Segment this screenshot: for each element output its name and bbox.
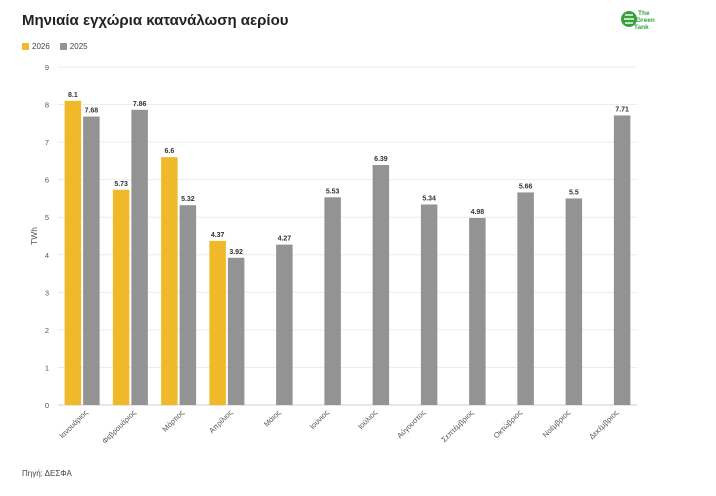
data-label-2026: 6.6 [165, 148, 175, 155]
legend-item-2026[interactable]: 2026 [22, 42, 50, 51]
y-tick-label: 2 [45, 326, 49, 335]
y-tick-label: 8 [45, 101, 49, 110]
svg-text:The: The [638, 10, 650, 17]
x-tick-label: Ιούνιος [308, 408, 331, 431]
y-tick-label: 5 [45, 213, 49, 222]
data-label-2025: 5.32 [181, 196, 195, 203]
bar-2025 [324, 197, 341, 405]
bar-2025 [517, 192, 534, 405]
data-label-2025: 5.53 [326, 188, 340, 195]
x-tick-label: Απρίλιος [207, 408, 234, 435]
data-label-2026: 4.37 [211, 232, 225, 239]
legend-label-2025: 2025 [69, 42, 88, 51]
x-tick-label: Ιούλιος [356, 408, 379, 431]
legend-label-2026: 2026 [32, 42, 50, 51]
data-label-2025: 5.34 [422, 195, 436, 202]
svg-text:Green: Green [636, 17, 655, 24]
bar-2025 [83, 116, 100, 405]
y-tick-label: 6 [45, 176, 49, 185]
y-tick-label: 0 [45, 401, 49, 410]
data-label-2025: 7.71 [615, 106, 629, 113]
x-tick-label: Σεπτέμβριος [440, 408, 476, 444]
x-tick-label: Δεκέμβριος [587, 408, 620, 441]
x-tick-label: Μάιος [262, 408, 283, 429]
source-note: Πηγή: ΔΕΣΦΑ [22, 469, 72, 478]
y-tick-label: 3 [45, 288, 49, 297]
bar-2026 [161, 157, 178, 405]
bar-2026 [112, 189, 130, 405]
bar-2026 [209, 240, 226, 405]
y-tick-label: 9 [45, 63, 49, 72]
data-label-2025: 6.39 [374, 156, 388, 163]
data-label-2025: 7.86 [133, 101, 147, 108]
x-tick-label: Μάρτιος [160, 408, 186, 434]
bar-2025 [420, 204, 438, 405]
legend-swatch-2025 [59, 43, 67, 50]
y-axis-title: TWh [29, 227, 39, 245]
data-label-2025: 7.68 [85, 108, 99, 115]
bar-2025 [469, 217, 486, 405]
bar-2025 [131, 109, 148, 406]
bar-2025 [372, 165, 390, 405]
bar-2025 [227, 257, 245, 405]
data-label-2026: 8.1 [68, 92, 78, 99]
chart-legend: 2026 2025 [22, 42, 88, 51]
y-tick-label: 1 [45, 363, 49, 372]
x-tick-label: Αύγουστος [395, 408, 427, 440]
chart-title: Μηνιαία εγχώρια κατανάλωση αερίου [22, 12, 289, 29]
data-label-2025: 3.92 [229, 249, 243, 256]
bar-2025 [179, 205, 197, 405]
data-label-2025: 5.66 [519, 183, 533, 190]
svg-text:Tank: Tank [634, 24, 649, 31]
data-label-2025: 5.5 [569, 189, 579, 196]
legend-swatch-2026 [22, 43, 29, 50]
bar-2025 [565, 198, 583, 405]
data-label-2025: 4.98 [471, 209, 485, 216]
x-tick-label: Νοέμβριος [541, 408, 573, 440]
y-tick-label: 7 [45, 138, 49, 147]
x-tick-label: Ιανουάριος [57, 408, 89, 440]
the-green-tank-logo: The Green Tank [621, 10, 655, 31]
y-tick-label: 4 [45, 251, 49, 260]
data-label-2025: 4.27 [278, 236, 292, 243]
x-tick-label: Οκτώβριος [492, 408, 524, 440]
x-tick-label: Φεβρουάριος [100, 408, 138, 446]
bar-2026 [64, 100, 82, 406]
legend-item-2025[interactable]: 2025 [59, 42, 88, 51]
bar-2025 [613, 115, 631, 406]
data-label-2026: 5.73 [114, 181, 128, 188]
bar-2025 [276, 244, 293, 405]
